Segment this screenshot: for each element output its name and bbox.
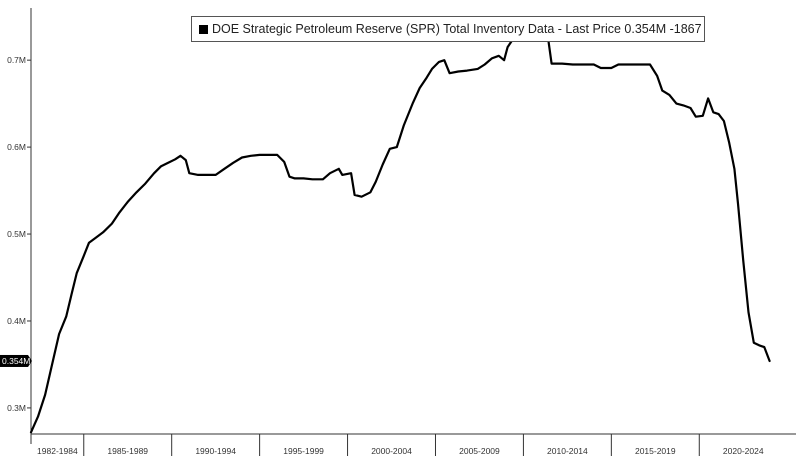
chart-title: DOE Strategic Petroleum Reserve (SPR) To… [212, 22, 702, 36]
series-layer [29, 36, 771, 434]
series-line [29, 36, 771, 434]
x-tick-label: 1995-1999 [283, 446, 324, 456]
x-tick-label: 1990-1994 [195, 446, 236, 456]
legend-swatch [199, 24, 208, 34]
y-tick-label: 0.4M [7, 316, 26, 326]
y-tick-label: 0.7M [7, 55, 26, 65]
x-tick-label: 2005-2009 [459, 446, 500, 456]
x-tick-label: 2015-2019 [635, 446, 676, 456]
y-tick-label: 0.3M [7, 403, 26, 413]
y-tick-label: 0.5M [7, 229, 26, 239]
y-tick-label: 0.6M [7, 142, 26, 152]
x-tick-label: 1982-1984 [37, 446, 78, 456]
x-tick-label: 2000-2004 [371, 446, 412, 456]
x-tick-label: 2020-2024 [723, 446, 764, 456]
last-value-tag-bg [0, 354, 28, 367]
chart-axes [30, 8, 796, 444]
x-tick-label: 1985-1989 [107, 446, 148, 456]
chart-legend: DOE Strategic Petroleum Reserve (SPR) To… [191, 16, 705, 42]
last-value-tag-pointer [28, 354, 32, 367]
last-value-tag: 0.354M [0, 354, 32, 367]
x-tick-label: 2010-2014 [547, 446, 588, 456]
last-value-label: 0.354M [2, 356, 30, 366]
y-axis-ticks: 0.3M 0.4M 0.5M 0.6M 0.7M [7, 55, 31, 413]
x-axis-ticks: 1982-1984 1985-1989 1990-1994 1995-1999 2000… [37, 434, 764, 456]
